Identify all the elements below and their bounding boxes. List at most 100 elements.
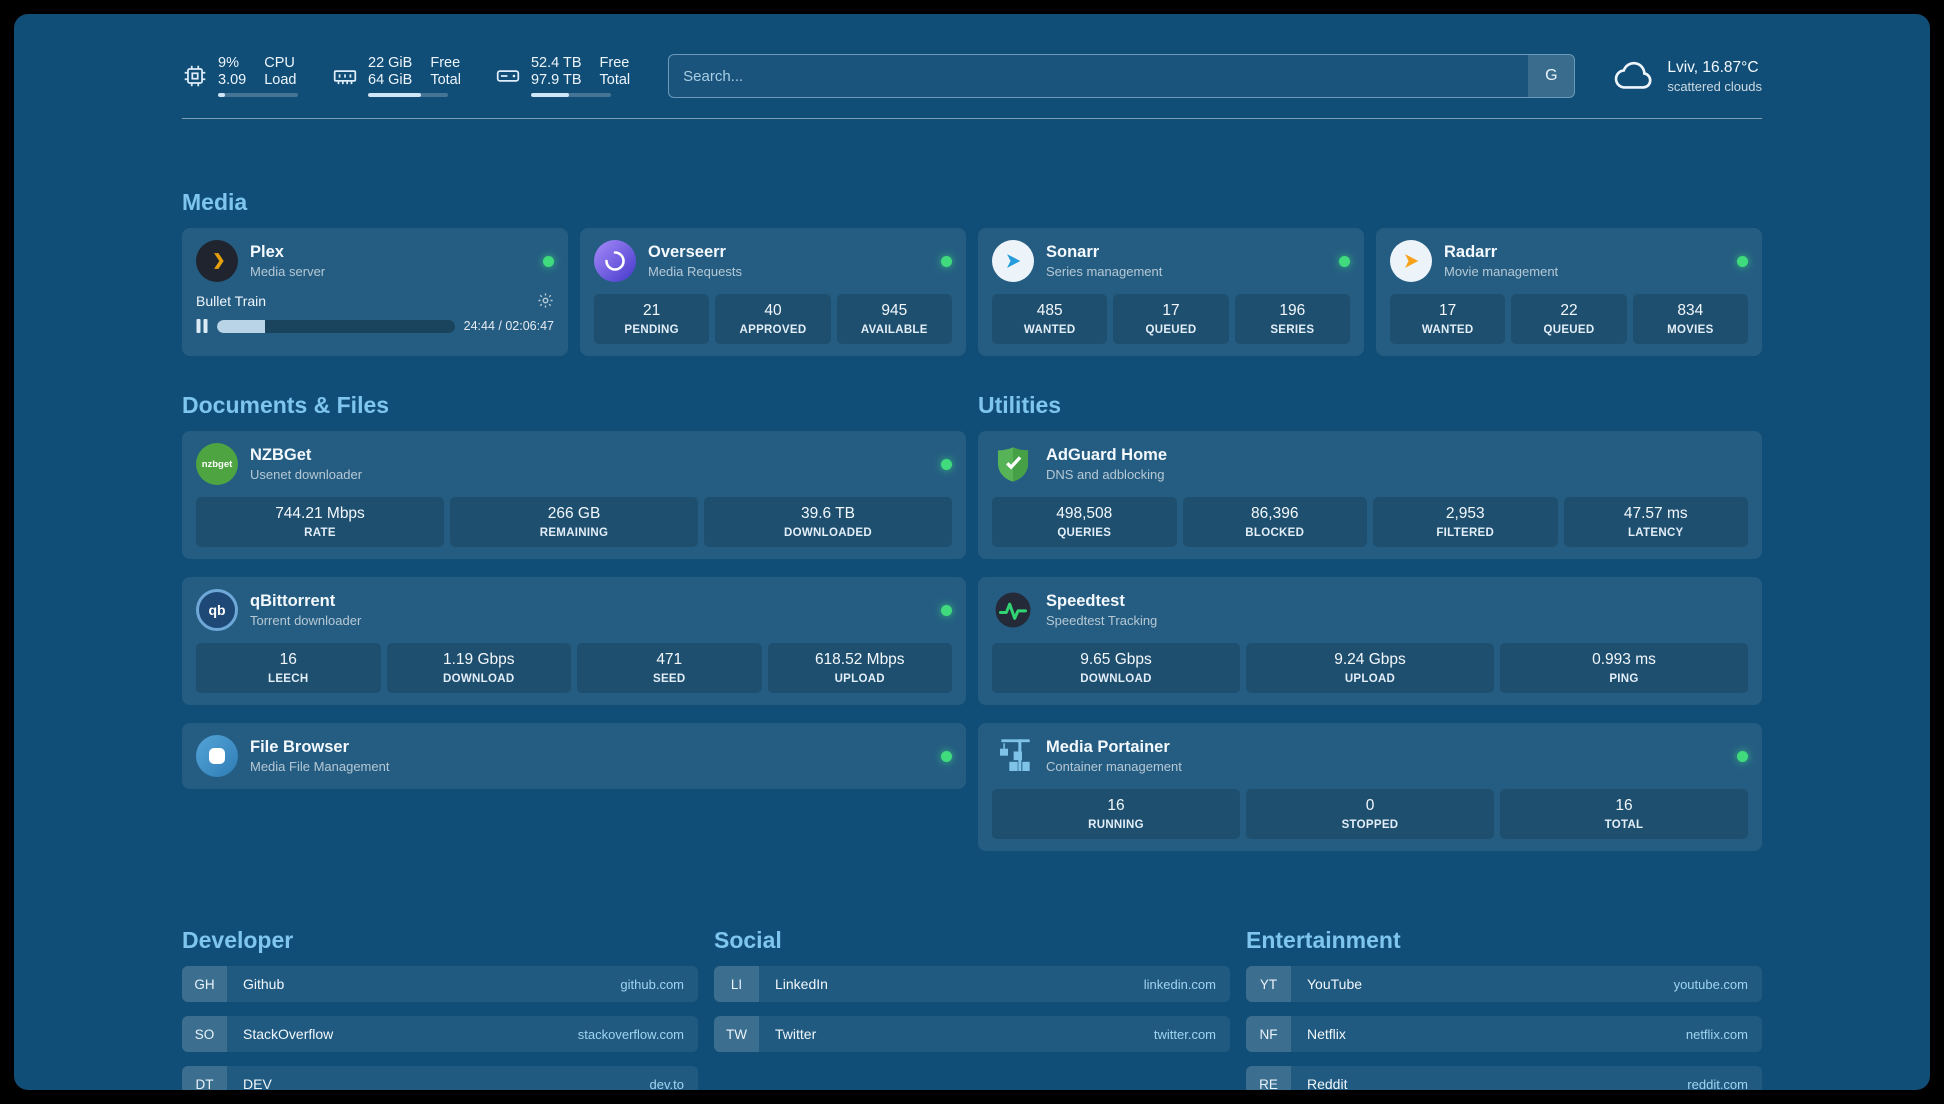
stat-label: QUEUED <box>1145 324 1197 336</box>
bookmark-reddit[interactable]: RE Reddit reddit.com <box>1246 1066 1762 1090</box>
disk-icon <box>495 63 521 89</box>
service-name: Speedtest <box>1046 592 1125 610</box>
search-engine-button[interactable]: G <box>1528 55 1575 97</box>
nzbget-icon-text: nzbget <box>201 458 233 470</box>
plex-icon <box>196 240 238 282</box>
sonarr-icon <box>992 240 1034 282</box>
disk-free: 52.4 TB <box>530 55 582 71</box>
service-name: Sonarr <box>1046 243 1100 261</box>
service-name: NZBGet <box>250 446 312 464</box>
stat-leech: 16 LEECH <box>196 643 381 693</box>
disk-label-top: Free <box>599 55 630 71</box>
section-documents: Documents & Files nzbget NZBGet Usenet d… <box>182 392 966 807</box>
bookmark-name: StackOverflow <box>243 1026 334 1042</box>
bookmark-name: Twitter <box>775 1026 817 1042</box>
service-card-portainer[interactable]: Media Portainer Container management 16 … <box>978 723 1762 851</box>
stat-download: 9.65 Gbps DOWNLOAD <box>992 643 1240 693</box>
stat-movies: 834 MOVIES <box>1632 294 1748 344</box>
bookmark-twitter[interactable]: TW Twitter twitter.com <box>714 1016 1230 1052</box>
stat-approved: 40 APPROVED <box>715 294 831 344</box>
bookmark-url: stackoverflow.com <box>577 1026 684 1042</box>
stat-queued: 17 QUEUED <box>1113 294 1229 344</box>
service-subtitle: Container management <box>1046 759 1182 774</box>
service-card-plex[interactable]: Plex Media server Bullet Train <box>182 228 568 356</box>
stat-downloaded: 39.6 TB DOWNLOADED <box>704 497 952 547</box>
service-card-qbittorrent[interactable]: qb qBittorrent Torrent downloader 16 LEE… <box>182 577 966 705</box>
service-card-sonarr[interactable]: Sonarr Series management 485 WANTED 17 Q… <box>978 228 1364 356</box>
cpu-progress-bar <box>218 93 298 97</box>
status-dot <box>1737 255 1748 267</box>
bookmark-dev[interactable]: DT DEV dev.to <box>182 1066 698 1090</box>
service-card-filebrowser[interactable]: File Browser Media File Management <box>182 723 966 789</box>
status-dot <box>1737 750 1748 762</box>
weather-condition: scattered clouds <box>1667 78 1762 94</box>
entertainment-heading: Entertainment <box>1246 927 1401 953</box>
disk-progress-bar <box>530 93 611 97</box>
stat-pending: 21 PENDING <box>594 294 710 344</box>
cpu-percent: 9% <box>218 55 239 71</box>
top-bar: 9% 3.09 CPU Load <box>182 48 1762 104</box>
playback-progress-bar[interactable] <box>217 319 455 333</box>
bookmark-youtube[interactable]: YT YouTube youtube.com <box>1246 966 1762 1002</box>
memory-widget: 22 GiB 64 GiB Free Total <box>332 55 461 97</box>
service-subtitle: Speedtest Tracking <box>1046 613 1158 628</box>
bookmark-netflix[interactable]: NF Netflix netflix.com <box>1246 1016 1762 1052</box>
service-card-radarr[interactable]: Radarr Movie management 17 WANTED 22 QUE… <box>1376 228 1762 356</box>
stat-label: MOVIES <box>1667 324 1714 336</box>
bookmark-name: YouTube <box>1307 976 1363 992</box>
service-card-nzbget[interactable]: nzbget NZBGet Usenet downloader 744.21 M… <box>182 431 966 559</box>
stat-label: BLOCKED <box>1245 527 1305 539</box>
filebrowser-icon <box>196 735 238 777</box>
service-name: AdGuard Home <box>1046 446 1168 464</box>
bookmark-github[interactable]: GH Github github.com <box>182 966 698 1002</box>
service-card-overseerr[interactable]: Overseerr Media Requests 21 PENDING 40 A… <box>580 228 966 356</box>
topbar-divider <box>182 118 1762 119</box>
bookmark-abbr: GH <box>182 966 227 1002</box>
search-input[interactable] <box>669 55 1529 97</box>
stat-value: 945 <box>881 302 908 319</box>
service-card-speedtest[interactable]: Speedtest Speedtest Tracking 9.65 Gbps D… <box>978 577 1762 705</box>
section-media: Media Plex Media server Bullet Train <box>182 189 1762 356</box>
stat-upload: 618.52 Mbps UPLOAD <box>767 643 952 693</box>
adguard-icon <box>992 443 1034 485</box>
bookmark-url: netflix.com <box>1685 1026 1748 1042</box>
bookmark-group-social: Social LI LinkedIn linkedin.com TW Twitt… <box>714 927 1230 1066</box>
radarr-icon <box>1390 240 1432 282</box>
bookmark-linkedin[interactable]: LI LinkedIn linkedin.com <box>714 966 1230 1002</box>
status-dot <box>543 255 554 267</box>
stat-label: UPLOAD <box>1344 673 1396 685</box>
stat-label: LATENCY <box>1627 527 1684 539</box>
stat-available: 945 AVAILABLE <box>836 294 952 344</box>
stat-label: UPLOAD <box>834 673 885 685</box>
qbittorrent-icon-text: qb <box>208 602 226 618</box>
bookmark-stackoverflow[interactable]: SO StackOverflow stackoverflow.com <box>182 1016 698 1052</box>
cpu-label-bottom: Load <box>264 72 297 88</box>
stat-value: 47.57 ms <box>1623 505 1688 522</box>
service-subtitle: Series management <box>1046 264 1163 279</box>
stat-value: 9.24 Gbps <box>1334 651 1406 668</box>
developer-heading: Developer <box>182 927 294 953</box>
bookmark-abbr: DT <box>182 1066 227 1090</box>
playback-time: 24:44 / 02:06:47 <box>463 319 554 333</box>
stat-latency: 47.57 ms LATENCY <box>1563 497 1748 547</box>
stat-value: 618.52 Mbps <box>814 651 905 668</box>
bookmark-name: Github <box>243 976 285 992</box>
search-bar: G <box>668 54 1576 98</box>
stat-value: 9.65 Gbps <box>1080 651 1152 668</box>
service-subtitle: DNS and adblocking <box>1046 467 1165 482</box>
stat-value: 16 <box>1107 797 1125 814</box>
stat-value: 22 <box>1560 302 1578 319</box>
pause-button[interactable] <box>196 319 208 333</box>
stat-value: 17 <box>1162 302 1180 319</box>
bookmark-abbr: LI <box>714 966 759 1002</box>
stat-download: 1.19 Gbps DOWNLOAD <box>386 643 571 693</box>
stat-label: AVAILABLE <box>860 324 928 336</box>
stat-label: DOWNLOADED <box>784 527 872 539</box>
service-card-adguard[interactable]: AdGuard Home DNS and adblocking 498,508 … <box>978 431 1762 559</box>
status-dot <box>941 255 952 267</box>
cpu-widget: 9% 3.09 CPU Load <box>182 55 298 97</box>
social-heading: Social <box>714 927 782 953</box>
gear-icon[interactable] <box>537 292 554 309</box>
stat-value: 744.21 Mbps <box>275 505 365 522</box>
stat-label: WANTED <box>1421 324 1474 336</box>
